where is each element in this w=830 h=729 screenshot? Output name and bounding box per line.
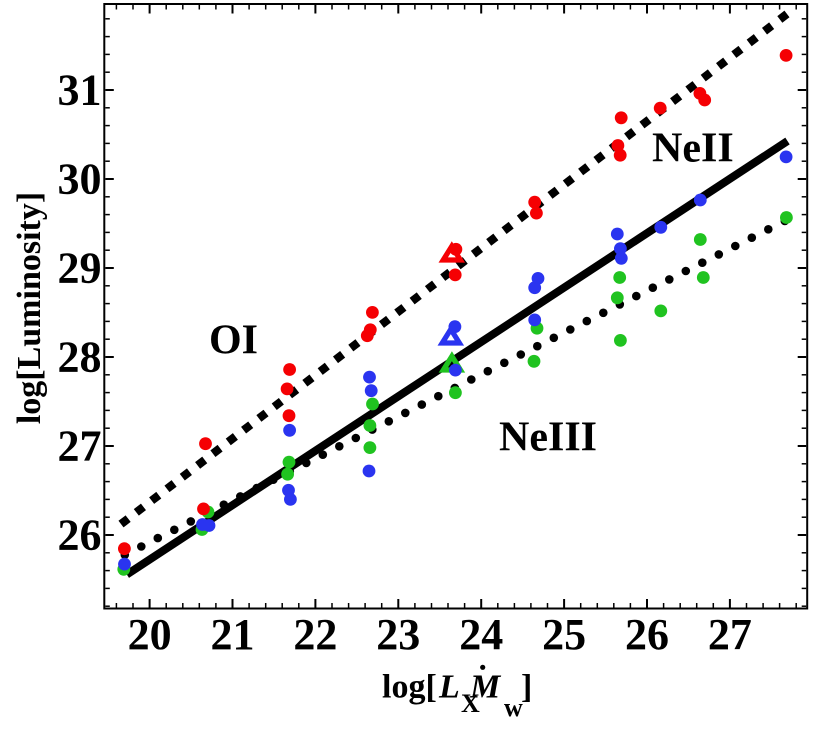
- svg-text:log[: log[: [382, 669, 437, 706]
- svg-text:log[Luminosity]: log[Luminosity]: [11, 192, 48, 424]
- svg-text:20: 20: [128, 610, 172, 659]
- svg-text:25: 25: [542, 610, 586, 659]
- svg-text:27: 27: [58, 422, 102, 471]
- svg-text:M: M: [469, 669, 502, 706]
- svg-text:29: 29: [58, 244, 102, 293]
- svg-text:X: X: [461, 689, 480, 718]
- svg-text:22: 22: [293, 610, 337, 659]
- svg-text:NeII: NeII: [652, 126, 734, 172]
- svg-text:30: 30: [58, 155, 102, 204]
- svg-text:24: 24: [459, 610, 503, 659]
- svg-text:23: 23: [376, 610, 420, 659]
- svg-text:26: 26: [58, 511, 102, 560]
- svg-text:L: L: [438, 669, 460, 706]
- svg-text:27: 27: [708, 610, 752, 659]
- svg-text:]: ]: [521, 669, 532, 706]
- svg-text:28: 28: [58, 333, 102, 382]
- svg-text:21: 21: [211, 610, 255, 659]
- svg-text:OI: OI: [209, 318, 258, 364]
- svg-text:w: w: [504, 693, 523, 722]
- svg-text:31: 31: [58, 66, 102, 115]
- svg-text:26: 26: [625, 610, 669, 659]
- svg-text:NeIII: NeIII: [499, 415, 597, 461]
